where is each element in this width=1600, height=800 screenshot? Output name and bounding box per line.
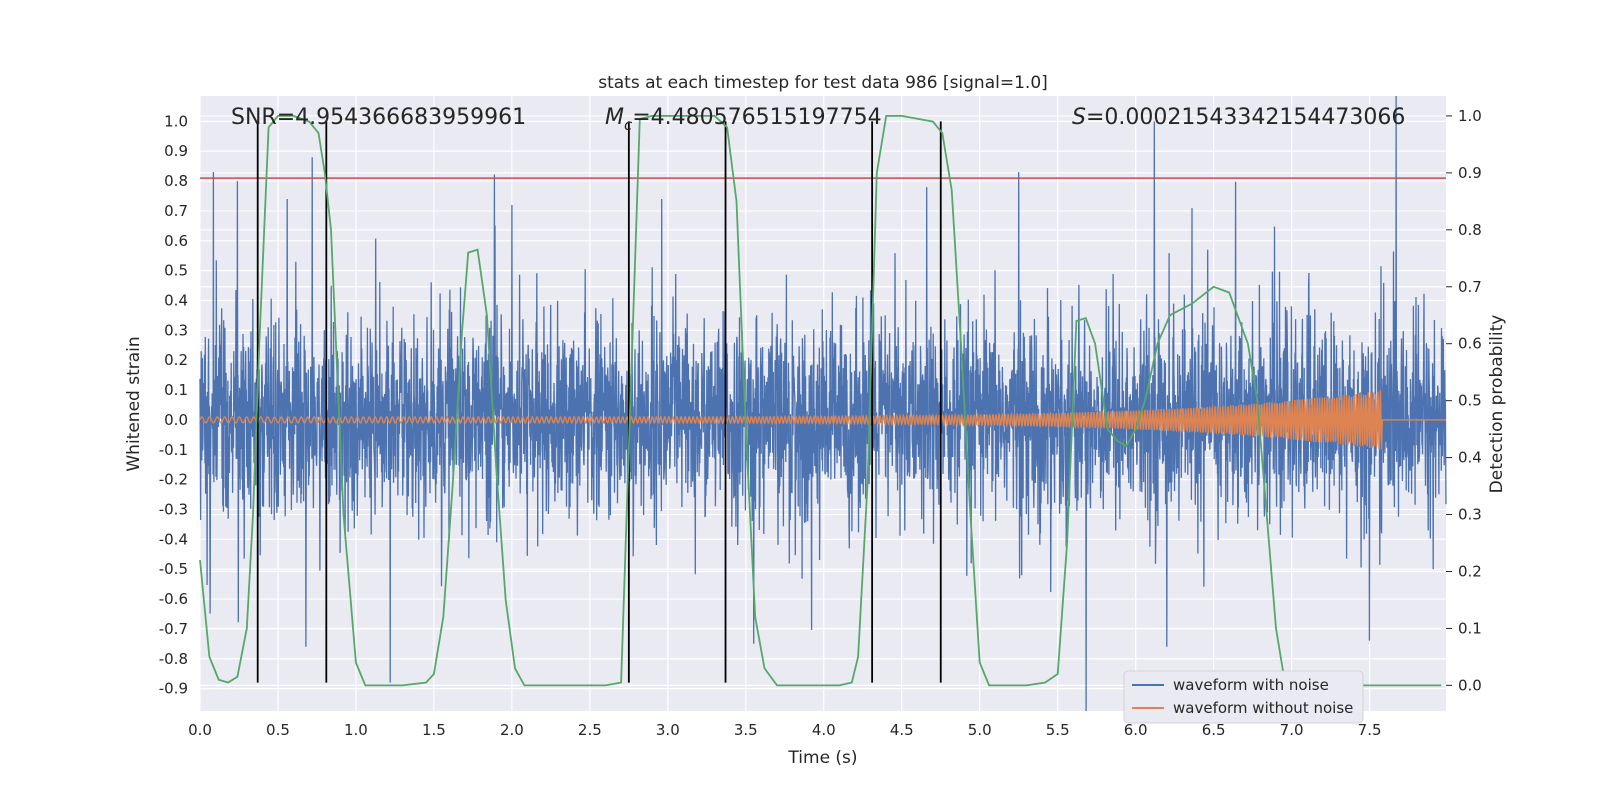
y-tick-label: -0.1 [159,441,188,459]
y-tick-label: -0.7 [159,620,188,638]
y-right-tick-label: 0.7 [1458,278,1482,296]
chirp-mass-symbol: M [605,105,624,130]
legend: waveform with noise waveform without noi… [1123,670,1364,724]
y-right-tick-label: 0.2 [1458,562,1482,580]
y-tick-label: -0.9 [159,680,188,698]
x-tick-label: 2.0 [500,721,524,739]
x-tick-label: 6.5 [1202,721,1226,739]
axes: 0.0 0.5 1.0 1.5 2.0 2.5 3.0 3.5 4.0 4.5 5.0 5.5 6.0 6… [159,107,1482,739]
noise-waveform-line [199,95,1447,712]
statistic-value: =0.00021543342154473066 [1086,105,1405,130]
y-tick-label: -0.2 [159,471,188,489]
statistic-symbol: S [1072,105,1086,130]
y-tick-label: -0.5 [159,560,188,578]
y-tick-label: -0.6 [159,590,188,608]
x-tick-label: 5.5 [1046,721,1070,739]
x-tick-label: 6.0 [1124,721,1148,739]
x-tick-label: 4.5 [890,721,914,739]
chirp-mass-value: =4.480576515197754 [632,105,881,130]
y-right-tick-label: 0.4 [1458,449,1482,467]
y-right-tick-label: 0.6 [1458,335,1482,353]
y-right-tick-label: 0.8 [1458,221,1482,239]
chirp-mass-annotation: Mc=4.480576515197754 [605,105,882,134]
clean-waveform-series [199,390,1446,450]
y-tick-label: 0.6 [164,232,188,250]
y-tick-label: 0.5 [164,262,188,280]
y-tick-label: -0.4 [159,530,188,548]
y-tick-label: 1.0 [164,112,188,130]
y-tick-label: 0.4 [164,292,188,310]
snr-annotation: SNR=4.954366683959961 [231,105,526,130]
x-tick-label: 5.0 [968,721,992,739]
y-right-tick-label: 0.9 [1458,164,1482,182]
y-tick-label: 0.9 [164,142,188,160]
y-tick-label: 0.8 [164,172,188,190]
x-tick-label: 1.0 [344,721,368,739]
x-axis-label: Time (s) [787,748,857,768]
x-tick-label: 3.5 [734,721,758,739]
y-right-tick-label: 0.1 [1458,619,1482,637]
y-axis-label: Whitened strain [124,336,144,471]
y-right-tick-label: 0.0 [1458,676,1482,694]
legend-label-noise: waveform with noise [1173,676,1329,694]
y-tick-label: 0.2 [164,351,188,369]
clean-waveform-line [199,390,1446,450]
y-axis-right-label: Detection probability [1487,315,1507,494]
y-tick-label: -0.3 [159,500,188,518]
y-tick-label: -0.8 [159,650,188,668]
y-tick-label: 0.1 [164,381,188,399]
x-tick-label: 7.0 [1280,721,1304,739]
x-tick-label: 1.5 [422,721,446,739]
y-tick-label: 0.0 [164,411,188,429]
detection-probability-series [199,115,1442,687]
x-tick-label: 2.5 [578,721,602,739]
chirp-mass-subscript: c [624,116,633,134]
y-right-tick-label: 1.0 [1458,107,1482,125]
noise-waveform-series [199,95,1447,712]
legend-frame [1123,670,1364,724]
y-right-tick-label: 0.3 [1458,506,1482,524]
statistic-annotation: S=0.00021543342154473066 [1072,105,1405,130]
x-tick-label: 4.0 [812,721,836,739]
x-tick-label: 3.0 [656,721,680,739]
y-right-tick-label: 0.5 [1458,392,1482,410]
chart-title: stats at each timestep for test data 986… [598,73,1048,93]
detection-probability-line [199,115,1442,687]
x-tick-label: 7.5 [1358,721,1382,739]
legend-label-clean: waveform without noise [1173,699,1353,717]
x-tick-label: 0.0 [188,721,212,739]
y-tick-label: 0.3 [164,321,188,339]
y-tick-label: 0.7 [164,202,188,220]
x-tick-label: 0.5 [266,721,290,739]
